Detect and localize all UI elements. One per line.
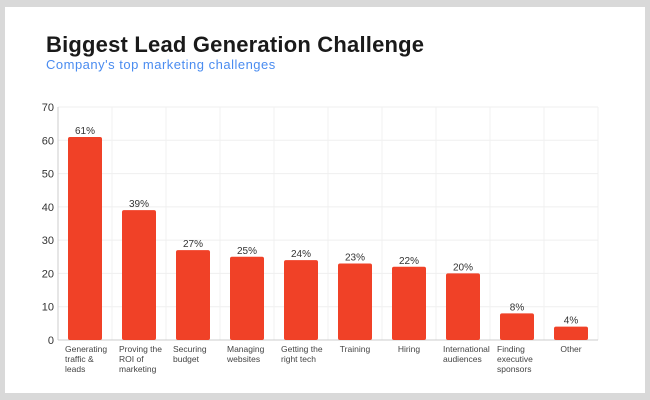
x-tick-label: Training	[340, 344, 371, 354]
data-label: 4%	[564, 316, 579, 327]
x-tick-label: Managing websites	[226, 344, 265, 364]
y-tick-label: 0	[48, 335, 54, 347]
y-tick-label: 10	[42, 302, 54, 314]
x-tick-label: Finding executive sponsors	[497, 344, 533, 374]
x-tick-label: International audiences	[443, 344, 490, 364]
x-tick-label: Proving the ROI of marketing	[119, 344, 162, 374]
x-tick-label: Hiring	[398, 344, 420, 354]
data-label: 20%	[453, 262, 473, 273]
data-label: 61%	[75, 126, 95, 137]
x-tick-label: Getting the right tech	[281, 344, 323, 364]
bar	[68, 136, 102, 340]
y-tick-label: 40	[42, 202, 54, 214]
data-label: 24%	[291, 249, 311, 260]
bar	[122, 210, 156, 340]
bar	[392, 266, 426, 340]
x-tick-label: Generating traffic & leads	[65, 344, 107, 374]
data-label: 22%	[399, 256, 419, 267]
y-tick-label: 70	[42, 102, 54, 114]
chart-subtitle: Company's top marketing challenges	[46, 57, 276, 72]
data-label: 8%	[510, 302, 525, 313]
y-tick-label: 30	[42, 235, 54, 247]
bar	[176, 250, 210, 340]
x-tick-label: Securing budget	[173, 344, 207, 364]
x-tick-label: Other	[560, 344, 581, 354]
bar	[284, 260, 318, 340]
y-tick-label: 50	[42, 169, 54, 181]
bar	[338, 263, 372, 340]
chart-title: Biggest Lead Generation Challenge	[46, 32, 425, 57]
data-label: 25%	[237, 246, 257, 257]
bar	[554, 326, 588, 340]
bar	[500, 313, 534, 340]
bar	[446, 273, 480, 340]
y-tick-label: 20	[42, 268, 54, 280]
y-tick-label: 60	[42, 135, 54, 147]
bar	[230, 256, 264, 340]
data-label: 23%	[345, 252, 365, 263]
data-label: 27%	[183, 239, 203, 250]
data-label: 39%	[129, 199, 149, 210]
